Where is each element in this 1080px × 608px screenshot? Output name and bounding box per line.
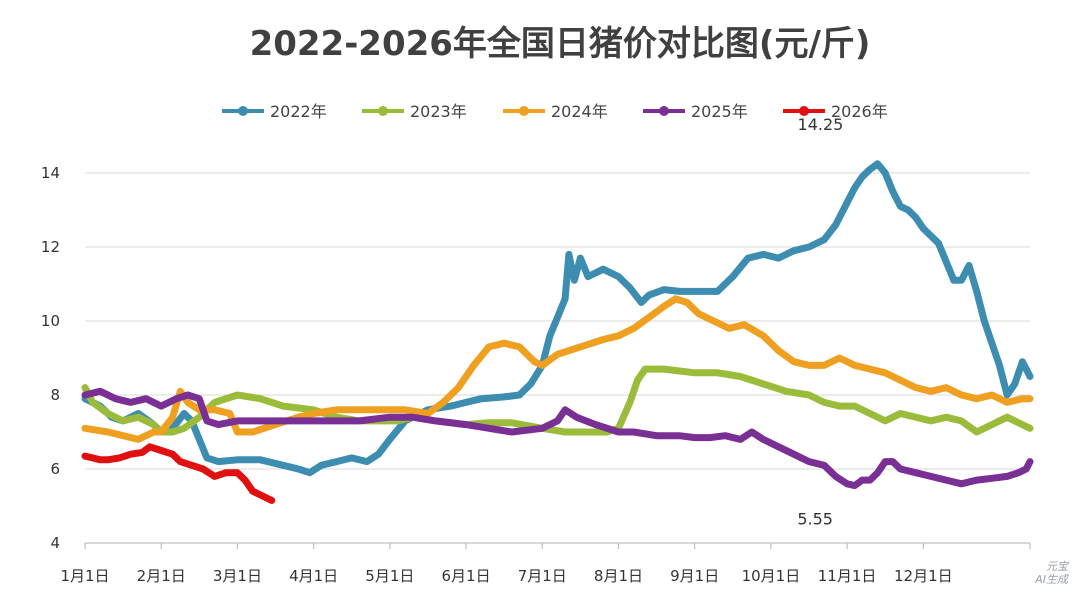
y-tick-label: 12 — [41, 238, 60, 256]
legend-item-2025: 2025年 — [643, 102, 748, 121]
legend-swatch-marker — [659, 106, 669, 116]
legend-label: 2026年 — [831, 102, 888, 121]
annotation-label: 14.25 — [798, 115, 844, 134]
y-axis: 4 6 8 10 12 14 — [41, 164, 60, 552]
x-tick-label: 10月1日 — [742, 567, 801, 585]
series-line-2025 — [81, 387, 1034, 490]
legend-item-2024: 2024年 — [503, 102, 608, 121]
x-tick-label: 4月1日 — [289, 567, 338, 585]
x-axis: 1月1日 2月1日 3月1日 4月1日 5月1日 6月1日 7月1日 8月1日 9月1日 10月1… — [60, 542, 1031, 585]
x-tick-label: 5月1日 — [365, 567, 414, 585]
series-line-2023 — [81, 365, 1034, 436]
legend-label: 2025年 — [691, 102, 748, 121]
y-tick-label: 14 — [41, 164, 60, 182]
x-tick-label: 2月1日 — [137, 567, 186, 585]
svg-text:元宝: 元宝 — [1046, 560, 1070, 573]
x-tick-label: 3月1日 — [213, 567, 262, 585]
x-tick-label: 8月1日 — [594, 567, 643, 585]
x-tick-label: 6月1日 — [442, 567, 491, 585]
series-line-2026 — [81, 443, 276, 504]
legend-swatch-marker — [799, 106, 809, 116]
x-tick-label: 1月1日 — [60, 567, 109, 585]
legend-item-2022: 2022年 — [222, 102, 327, 121]
legend: 2022年 2023年 2024年 2025年 2026年 — [222, 102, 888, 121]
y-tick-label: 4 — [50, 534, 60, 552]
annotation-label: 5.55 — [797, 510, 833, 529]
legend-label: 2024年 — [551, 102, 608, 121]
svg-text:AI生成: AI生成 — [1034, 573, 1070, 586]
x-tick-label: 7月1日 — [518, 567, 567, 585]
y-tick-label: 8 — [50, 386, 60, 404]
legend-item-2026: 2026年 — [783, 102, 888, 121]
watermark: 元宝 AI生成 — [1034, 560, 1070, 586]
annotations: 14.25 5.55 — [797, 115, 843, 529]
x-tick-label: 9月1日 — [670, 567, 719, 585]
legend-swatch-marker — [238, 106, 248, 116]
legend-swatch-marker — [378, 106, 388, 116]
legend-swatch-marker — [519, 106, 529, 116]
x-tick-label: 12月1日 — [894, 567, 953, 585]
chart-title: 2022-2026年全国日猪价对比图(元/斤) — [250, 24, 871, 64]
series-layer — [81, 160, 1034, 504]
x-tick-label: 11月1日 — [818, 567, 877, 585]
legend-item-2023: 2023年 — [362, 102, 467, 121]
series-line-2022 — [81, 160, 1034, 477]
legend-label: 2023年 — [410, 102, 467, 121]
y-tick-label: 10 — [41, 312, 60, 330]
legend-label: 2022年 — [270, 102, 327, 121]
y-tick-label: 6 — [50, 460, 60, 478]
series-line-2024 — [81, 295, 1034, 443]
